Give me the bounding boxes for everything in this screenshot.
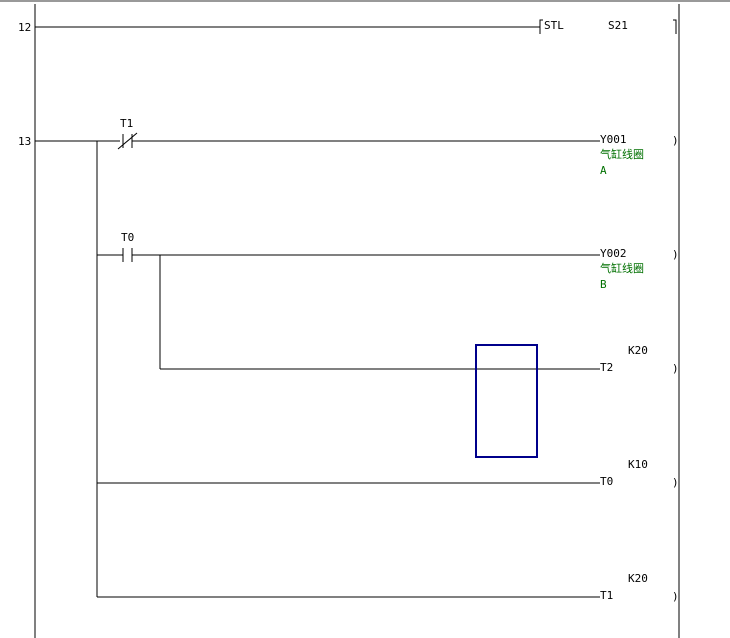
bracket-close: [673, 19, 677, 34]
coil-comment: 气缸线圈: [600, 261, 644, 275]
coil-close: ): [672, 476, 679, 489]
coil-y001[interactable]: Y001 气缸线圈 A ): [600, 133, 679, 177]
contact-label: T1: [120, 117, 133, 130]
coil-y002[interactable]: Y002 气缸线圈 B ): [600, 247, 679, 291]
coil-comment: 气缸线圈: [600, 147, 644, 161]
contact-t1-nc[interactable]: T1: [117, 117, 138, 150]
rung-13[interactable]: 13 T1 Y001 气缸线圈 A ) T0 Y002 气缸线圈 B ): [18, 117, 679, 603]
contact-t0-no[interactable]: T0: [121, 231, 134, 262]
timer-t2[interactable]: K20 T2 ): [600, 344, 679, 375]
operand: S21: [608, 19, 628, 32]
timer-setting: K20: [628, 344, 648, 357]
edit-cursor[interactable]: [475, 344, 538, 458]
timer-t1[interactable]: K20 T1 ): [600, 572, 679, 603]
coil-label: T1: [600, 589, 613, 602]
coil-close: ): [672, 362, 679, 375]
coil-comment: B: [600, 278, 607, 291]
step-number: 12: [18, 21, 31, 34]
coil-comment: A: [600, 164, 607, 177]
coil-label: T2: [600, 361, 613, 374]
timer-t0[interactable]: K10 T0 ): [600, 458, 679, 489]
coil-close: ): [672, 134, 679, 147]
coil-label: Y002: [600, 247, 627, 260]
timer-setting: K10: [628, 458, 648, 471]
instruction: STL: [544, 19, 564, 32]
coil-close: ): [672, 248, 679, 261]
coil-close: ): [672, 590, 679, 603]
coil-label: T0: [600, 475, 613, 488]
bracket-open: [539, 19, 543, 34]
nc-slash: [117, 132, 138, 150]
timer-setting: K20: [628, 572, 648, 585]
contact-label: T0: [121, 231, 134, 244]
rung-12[interactable]: 12 STL S21: [18, 19, 677, 34]
step-number: 13: [18, 135, 31, 148]
coil-label: Y001: [600, 133, 627, 146]
